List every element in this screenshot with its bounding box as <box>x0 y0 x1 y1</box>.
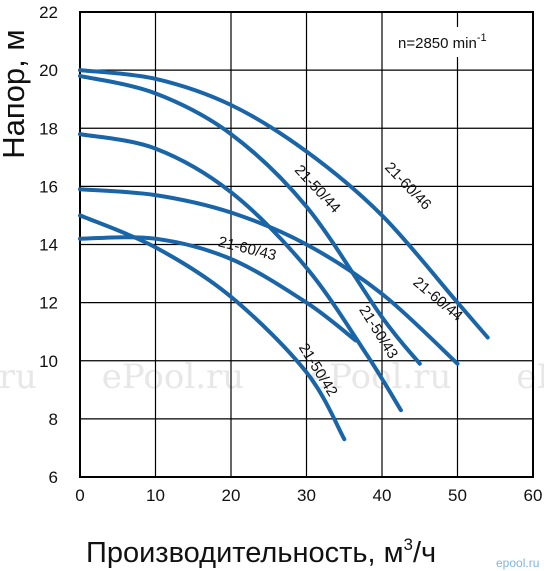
curve-21-50-44 <box>78 73 422 366</box>
watermark: .ru ePool.ru ePool.ru ePool.ru <box>0 357 544 397</box>
y-tick-label: 14 <box>39 236 58 255</box>
x-tick-label: 60 <box>524 486 543 505</box>
curve-label: 21-50/44 <box>291 162 344 217</box>
x-tick-label: 40 <box>373 486 392 505</box>
x-tick-label: 50 <box>448 486 467 505</box>
curve-21-50-42 <box>78 213 347 442</box>
curve-label: 21-60/43 <box>216 233 278 264</box>
x-axis-title: Производительность, м3/ч <box>86 535 436 569</box>
y-tick-label: 6 <box>49 468 58 487</box>
curve-21-60-46 <box>78 68 490 340</box>
tick-labels: 0 10 20 30 40 50 60 6 8 10 12 14 16 18 20 22 <box>39 3 542 505</box>
curve-21-50-43 <box>78 132 403 413</box>
grid <box>79 11 534 478</box>
y-tick-label: 22 <box>39 3 58 22</box>
plot-frame <box>79 11 534 478</box>
x-tick-label: 20 <box>222 486 241 505</box>
y-tick-label: 10 <box>39 352 58 371</box>
y-tick-label: 8 <box>49 410 58 429</box>
annotation-box <box>386 27 520 57</box>
y-tick-label: 18 <box>39 119 58 138</box>
speed-annotation: n=2850 min-1 <box>398 32 487 52</box>
y-tick-label: 16 <box>39 177 58 196</box>
site-logo: epool.ru <box>496 556 539 570</box>
x-tick-label: 0 <box>75 486 84 505</box>
curve-21-60-44 <box>78 187 460 366</box>
curves <box>78 68 490 442</box>
y-axis-title: Напор, м <box>0 29 31 158</box>
x-tick-label: 10 <box>146 486 165 505</box>
y-tick-label: 12 <box>39 294 58 313</box>
x-tick-label: 30 <box>297 486 316 505</box>
y-tick-label: 20 <box>39 61 58 80</box>
